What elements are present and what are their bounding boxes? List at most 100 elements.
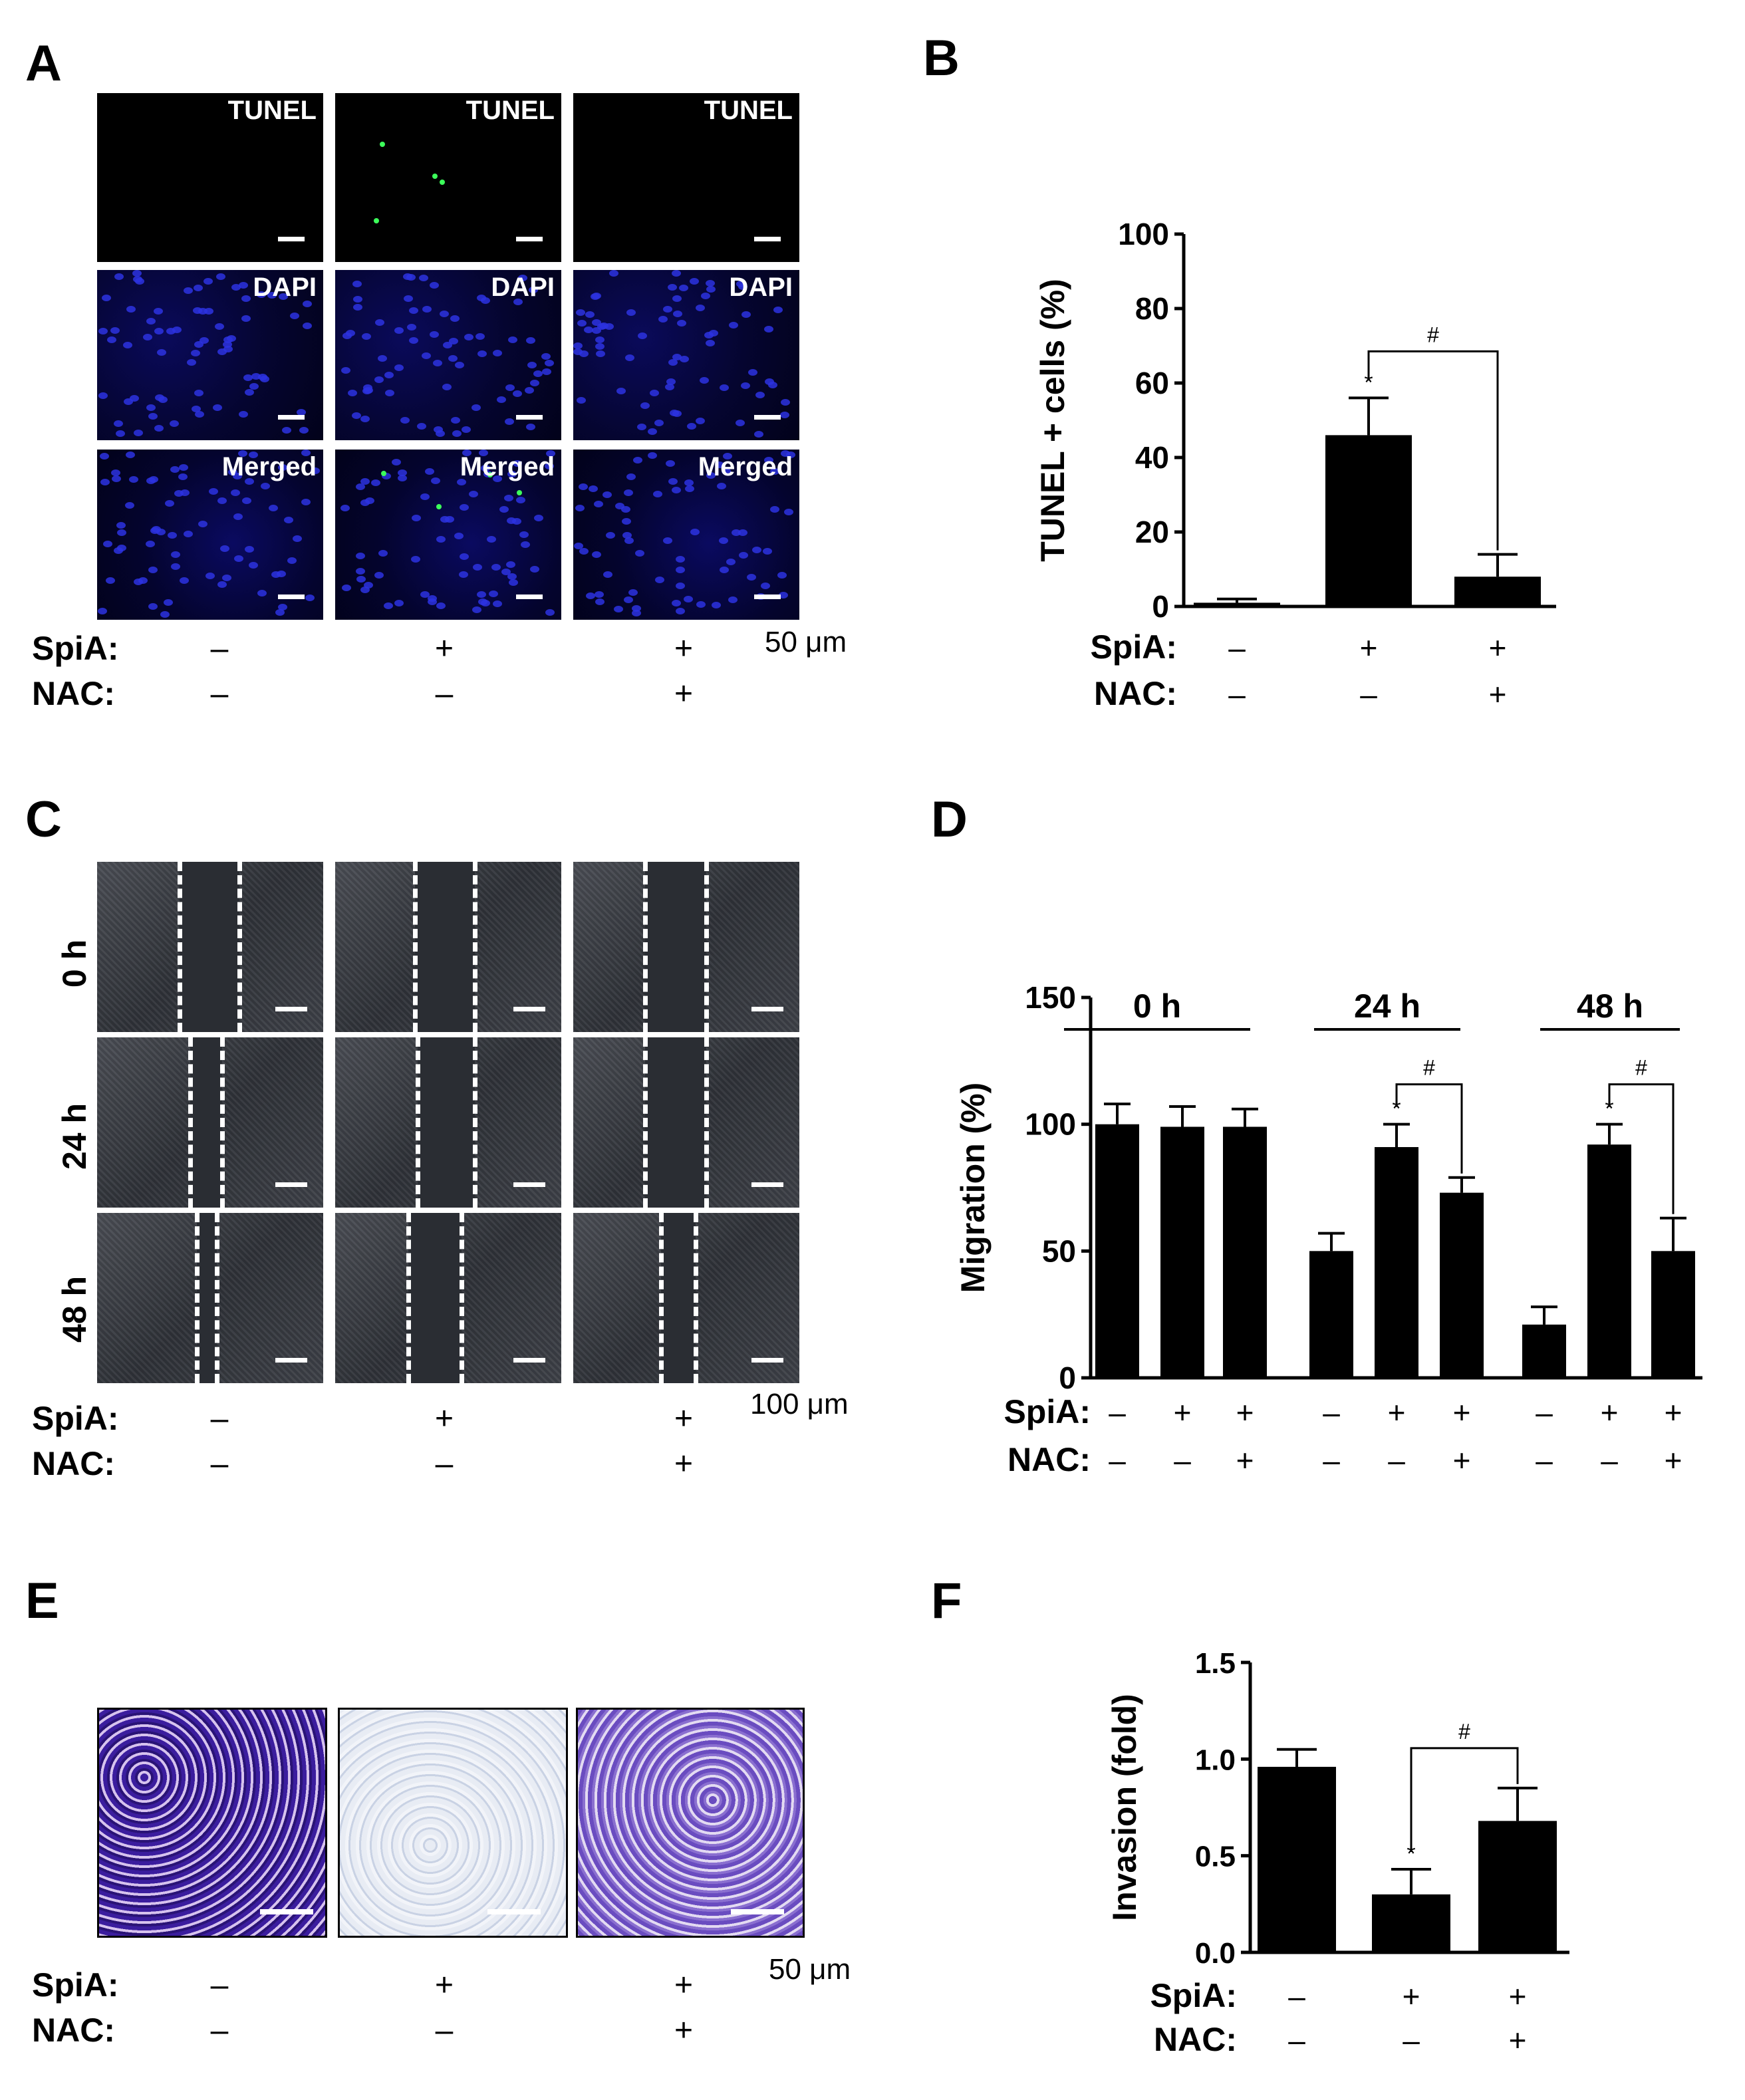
wound-edge-line <box>704 1037 709 1208</box>
nucleus <box>741 311 751 318</box>
nucleus <box>722 468 731 475</box>
nucleus <box>360 587 370 593</box>
nucleus <box>595 591 604 598</box>
nucleus <box>440 311 449 317</box>
nucleus <box>704 332 714 338</box>
nucleus <box>513 460 522 467</box>
nucleus <box>271 571 281 578</box>
nucleus <box>148 603 158 610</box>
nucleus <box>763 548 772 555</box>
nucleus <box>577 320 587 327</box>
nucleus <box>748 369 757 376</box>
nucleus <box>98 392 108 399</box>
nucleus <box>234 555 243 562</box>
nucleus <box>525 387 534 394</box>
nucleus <box>530 566 539 573</box>
y-tick-label: 20 <box>1135 515 1169 549</box>
nucleus <box>457 479 466 485</box>
nucleus <box>666 378 676 385</box>
significance-star: * <box>1364 370 1373 395</box>
nucleus <box>217 581 227 588</box>
group-label: 24 h <box>1354 987 1420 1025</box>
nucleus <box>353 304 362 311</box>
spia-sign: + <box>1360 630 1378 665</box>
tunel-positive-dot <box>440 180 445 185</box>
nucleus <box>573 348 583 355</box>
nucleus <box>385 390 394 396</box>
wound-edge-line <box>643 862 648 1032</box>
nucleus <box>398 475 407 481</box>
nucleus <box>624 489 633 496</box>
nucleus <box>311 467 320 474</box>
scale-bar <box>754 237 781 241</box>
nucleus <box>411 556 420 563</box>
nucleus <box>784 509 793 515</box>
micrograph-label: Merged <box>460 452 555 481</box>
nucleus <box>257 590 267 596</box>
panel-letter-b: B <box>923 30 960 86</box>
nucleus <box>462 450 471 456</box>
nucleus <box>472 606 481 613</box>
nac-sign: + <box>1236 1443 1254 1478</box>
nucleus <box>293 535 302 542</box>
nucleus <box>726 559 736 565</box>
nucleus <box>622 532 632 539</box>
wound-edge-line <box>694 1213 698 1383</box>
nucleus <box>204 308 213 315</box>
nucleus <box>493 475 502 482</box>
nucleus <box>459 571 468 578</box>
wound-edge-line <box>413 862 418 1032</box>
wound-edge-line <box>460 1213 464 1383</box>
nac-sign: + <box>1453 1443 1471 1478</box>
nucleus <box>165 500 174 507</box>
nucleus <box>668 284 677 291</box>
nucleus <box>545 609 555 616</box>
nucleus <box>297 409 306 416</box>
spia-sign-e-3: + <box>674 1968 694 2003</box>
nucleus <box>508 336 517 343</box>
nucleus <box>442 384 452 390</box>
nucleus <box>632 610 641 616</box>
nucleus <box>732 529 741 536</box>
nucleus <box>374 572 384 579</box>
bar <box>1223 1126 1267 1378</box>
nucleus <box>303 301 312 307</box>
nucleus <box>513 390 522 397</box>
nucleus <box>378 550 388 557</box>
nucleus <box>117 529 126 536</box>
nucleus <box>217 497 227 504</box>
bar <box>1454 577 1541 606</box>
nucleus <box>107 336 116 343</box>
y-tick-label: 100 <box>1118 217 1169 251</box>
nucleus <box>102 295 111 301</box>
nac-sign-e-3: + <box>674 2013 694 2048</box>
nucleus <box>706 472 716 479</box>
nucleus <box>443 342 452 348</box>
transwell-image-spia-nac <box>576 1708 805 1938</box>
nucleus <box>406 274 416 281</box>
nucleus <box>479 450 488 456</box>
nucleus <box>98 328 108 334</box>
nucleus <box>154 308 163 315</box>
nucleus <box>194 390 203 396</box>
nucleus <box>684 596 693 602</box>
nucleus <box>227 335 236 342</box>
nucleus <box>356 483 365 490</box>
nucleus <box>527 362 537 368</box>
nucleus <box>729 322 738 328</box>
bar <box>1160 1126 1204 1378</box>
nucleus <box>624 596 633 603</box>
scale-bar <box>754 415 781 420</box>
nucleus <box>615 503 624 509</box>
nucleus <box>493 350 502 356</box>
y-tick-label: 50 <box>1042 1234 1076 1268</box>
nucleus <box>129 476 138 483</box>
nucleus <box>384 602 393 609</box>
time-label-48h: 48 h <box>56 1275 93 1343</box>
micrograph-label: DAPI <box>253 273 317 302</box>
nucleus <box>241 315 251 322</box>
micrograph-label: TUNEL <box>466 96 555 125</box>
panel-letter-f: F <box>931 1573 962 1629</box>
nucleus <box>592 319 601 326</box>
y-tick-label: 80 <box>1135 291 1169 326</box>
